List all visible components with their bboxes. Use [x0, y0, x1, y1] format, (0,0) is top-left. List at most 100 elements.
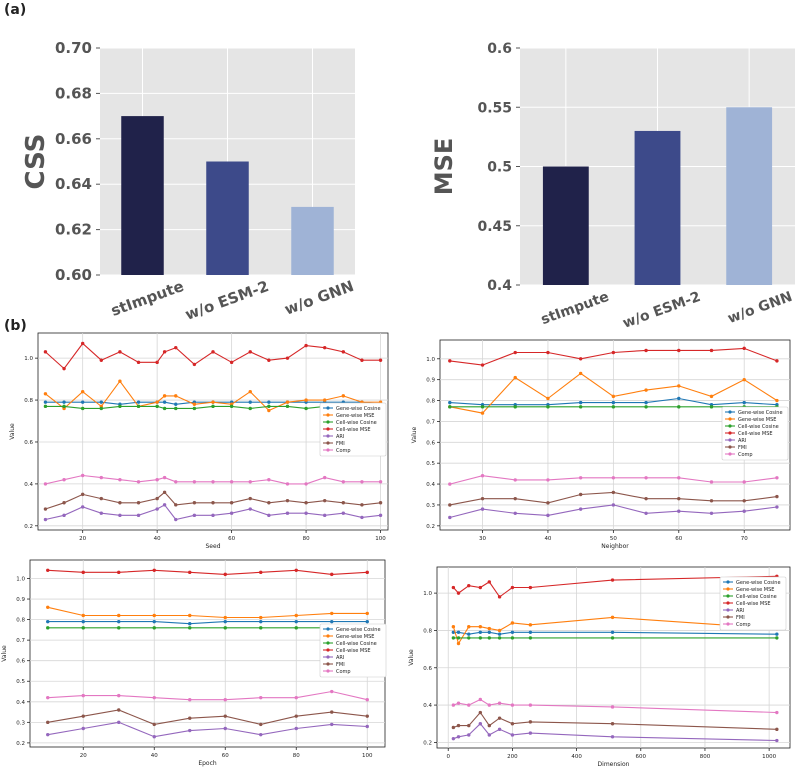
point-gene-wise-mse — [341, 394, 346, 398]
point-cell-wise-cosine — [162, 406, 167, 411]
legend-label: Gene-wise MSE — [738, 417, 776, 423]
ytick-label: 0.7 — [16, 638, 25, 644]
legend-marker-cell-wise-mse — [726, 601, 730, 605]
x-axis-label: Dimension — [598, 761, 630, 768]
point-ari — [162, 503, 167, 507]
dimension-line-chart: 0 200 400 600 800 1000 0.2 0.4 0.6 0.8 1.0 Dimensio… — [408, 566, 791, 768]
point-fmi — [742, 499, 746, 503]
point-cell-wise-mse — [294, 568, 298, 572]
point-cell-wise-cosine — [480, 405, 485, 409]
point-ari — [677, 509, 681, 513]
point-fmi — [341, 501, 346, 505]
point-fmi — [99, 496, 103, 501]
legend-label: Gene-wise MSE — [736, 587, 774, 593]
point-gene-wise-mse — [43, 392, 48, 396]
legend-label: ARI — [738, 438, 746, 444]
point-ari — [136, 513, 141, 518]
point-cell-wise-cosine — [510, 636, 515, 640]
point-fmi — [46, 720, 50, 725]
xtick-label: w/o ESM-2 — [621, 289, 703, 330]
point-ari — [80, 505, 85, 509]
y-axis-label: Value — [411, 426, 418, 443]
point-cell-wise-mse — [677, 348, 681, 353]
point-comp — [610, 705, 615, 709]
point-ari — [155, 507, 159, 511]
point-gene-wise-mse — [677, 384, 681, 388]
point-fmi — [467, 723, 471, 728]
point-ari — [229, 511, 234, 515]
point-gene-wise-mse — [467, 625, 471, 629]
point-cell-wise-cosine — [259, 626, 263, 630]
legend-box — [319, 623, 387, 678]
point-fmi — [118, 501, 122, 505]
legend-label: ARI — [336, 434, 344, 440]
point-cell-wise-cosine — [304, 406, 308, 411]
point-gene-wise-mse — [152, 613, 156, 618]
point-gene-wise-cosine — [43, 400, 48, 404]
point-gene-wise-mse — [304, 398, 308, 402]
point-fmi — [378, 501, 383, 505]
point-gene-wise-mse — [451, 625, 456, 629]
series-line-gene-wise-cosine — [453, 631, 777, 635]
point-gene-wise-mse — [528, 623, 533, 627]
point-ari — [644, 511, 648, 515]
point-comp — [248, 480, 252, 484]
point-comp — [304, 482, 308, 486]
point-cell-wise-cosine — [709, 405, 714, 409]
point-cell-wise-cosine — [188, 626, 192, 630]
point-gene-wise-mse — [211, 400, 215, 404]
point-cell-wise-mse — [448, 359, 452, 363]
epoch-line-chart: 20 40 60 80 100 0.2 0.3 0.4 0.5 0.6 0.7 0.8 0.9 1.0 Ep… — [1, 559, 387, 767]
point-gene-wise-cosine — [610, 630, 615, 635]
point-ari — [174, 517, 178, 522]
series-line-gene-wise-mse — [452, 616, 777, 645]
point-comp — [285, 482, 290, 486]
point-fmi — [644, 496, 648, 501]
point-ari — [775, 505, 779, 509]
ytick-label: 0.45 — [477, 219, 512, 235]
point-cell-wise-cosine — [152, 626, 156, 630]
point-ari — [152, 735, 156, 739]
point-comp — [775, 476, 779, 480]
point-fmi — [448, 503, 452, 507]
point-fmi — [709, 499, 714, 503]
point-cell-wise-mse — [528, 585, 533, 590]
series-line-fmi — [45, 491, 381, 510]
xtick-label: 30 — [479, 536, 486, 542]
legend-marker-comp — [728, 452, 732, 456]
point-cell-wise-cosine — [229, 404, 234, 409]
ytick-label: 0.6 — [16, 659, 25, 665]
point-fmi — [611, 490, 616, 495]
point-fmi — [304, 501, 308, 505]
point-gene-wise-mse — [267, 408, 271, 413]
point-gene-wise-mse — [709, 394, 714, 399]
point-gene-wise-mse — [46, 605, 50, 609]
legend-box — [719, 576, 787, 631]
point-ari — [81, 726, 85, 731]
point-gene-wise-mse — [192, 402, 197, 406]
point-fmi — [267, 501, 271, 505]
point-ari — [578, 507, 583, 511]
point-cell-wise-mse — [81, 570, 85, 575]
series-line-ari — [47, 721, 368, 738]
x-axis-label: Seed — [206, 543, 221, 550]
point-ari — [480, 507, 485, 511]
point-cell-wise-cosine — [497, 636, 502, 640]
point-cell-wise-cosine — [578, 405, 583, 409]
legend-marker-comp — [326, 448, 330, 452]
seed-line-chart: 20 40 60 80 100 0.2 0.4 0.6 0.8 1.0 Seed Value Gene-… — [9, 332, 389, 550]
point-ari — [117, 720, 121, 725]
point-cell-wise-cosine — [43, 404, 48, 409]
point-cell-wise-cosine — [775, 636, 779, 640]
xtick-label: 70 — [741, 536, 748, 542]
legend-label: Gene-wise Cosine — [336, 406, 381, 412]
point-cell-wise-mse — [497, 595, 502, 599]
point-gene-wise-cosine — [152, 619, 156, 624]
point-gene-wise-cosine — [677, 396, 681, 401]
point-gene-wise-cosine — [136, 400, 141, 404]
point-cell-wise-mse — [365, 570, 369, 575]
series-line-cell-wise-mse — [452, 575, 777, 598]
point-gene-wise-cosine — [223, 619, 227, 624]
bar-stimpute — [542, 166, 589, 285]
point-ari — [456, 735, 461, 739]
